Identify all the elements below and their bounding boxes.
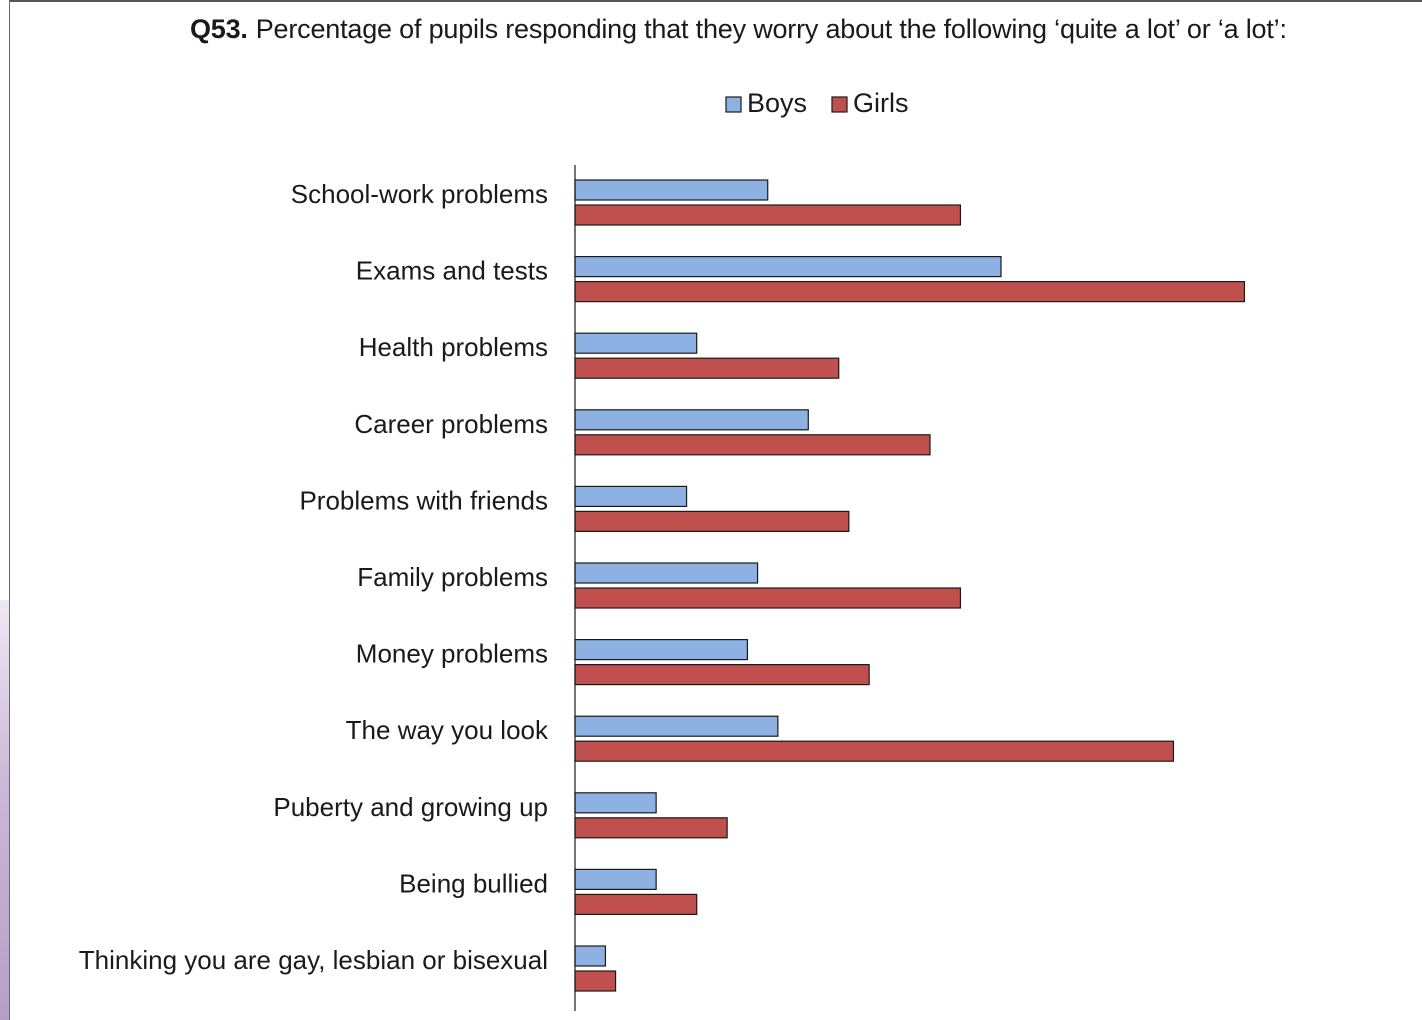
chart-title: Q53. Percentage of pupils responding that… — [190, 14, 1420, 45]
category-label: The way you look — [346, 715, 549, 745]
question-text: Percentage of pupils responding that the… — [255, 14, 1287, 44]
girls-bar — [574, 817, 728, 839]
category-label: School-work problems — [291, 179, 548, 209]
top-border — [0, 0, 1422, 2]
category-label: Family problems — [357, 562, 548, 592]
girls-bar — [574, 663, 870, 686]
question-number: Q53. — [190, 14, 248, 44]
legend-swatch-girls — [831, 96, 848, 113]
boys-bar — [574, 638, 749, 661]
boys-bar — [574, 179, 769, 201]
category-label: Being bullied — [399, 868, 548, 898]
legend-label-girls: Girls — [853, 88, 909, 118]
bars — [574, 179, 1246, 992]
legend-label-boys: Boys — [747, 88, 807, 118]
category-label: Puberty and growing up — [273, 792, 548, 822]
legend-swatch-boys — [725, 96, 742, 113]
girls-bar — [574, 510, 850, 532]
boys-bar — [574, 792, 657, 814]
girls-bar — [574, 740, 1175, 762]
category-label: Money problems — [356, 639, 548, 669]
girls-bar — [574, 204, 962, 226]
boys-bar — [574, 868, 657, 891]
category-label: Exams and tests — [356, 256, 548, 286]
legend: Boys Girls — [725, 88, 909, 118]
category-labels: School-work problems Exams and tests Healt… — [79, 179, 549, 975]
girls-bar — [574, 357, 840, 379]
girls-bar — [574, 281, 1246, 303]
boys-bar — [574, 715, 779, 737]
left-decorative-strip — [0, 0, 10, 1020]
category-label: Problems with friends — [299, 485, 548, 515]
girls-bar — [574, 970, 617, 992]
boys-bar — [574, 945, 607, 967]
category-label: Health problems — [359, 332, 548, 362]
category-label: Thinking you are gay, lesbian or bisexua… — [79, 945, 548, 975]
girls-bar — [574, 434, 931, 456]
left-purple-gradient — [0, 600, 9, 1020]
girls-bar — [574, 587, 962, 609]
boys-bar — [574, 332, 698, 354]
boys-bar — [574, 562, 759, 584]
boys-bar — [574, 256, 1002, 278]
boys-bar — [574, 485, 688, 507]
category-label: Career problems — [354, 409, 548, 439]
boys-bar — [574, 409, 809, 431]
girls-bar — [574, 893, 698, 916]
